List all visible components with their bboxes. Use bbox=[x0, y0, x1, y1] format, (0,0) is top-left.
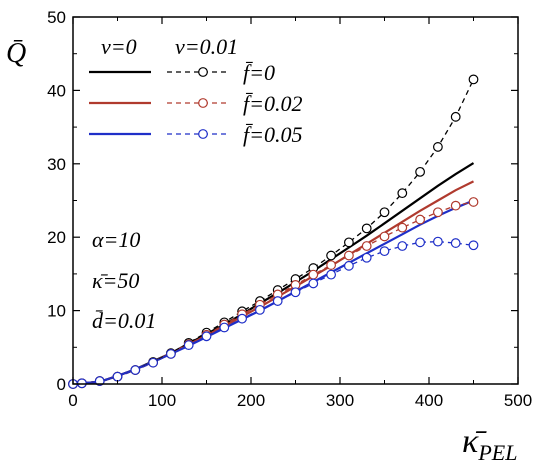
x-tick-label: 200 bbox=[237, 391, 265, 410]
y-tick-label: 10 bbox=[47, 302, 66, 321]
data-point-series-6 bbox=[165, 349, 176, 359]
axis-layer: 0 100 200 300 400 500 0 10 20 30 40 50 bbox=[47, 8, 532, 410]
legend-header-solid: ν=0 bbox=[101, 34, 137, 59]
data-point-series-6 bbox=[290, 287, 301, 298]
data-point-series-4 bbox=[344, 237, 354, 248]
x-tick-label: 400 bbox=[415, 391, 443, 410]
annotation-d: d̄=0.01 bbox=[92, 308, 156, 333]
y-tick-label: 0 bbox=[57, 375, 66, 394]
x-axis-label: κ̄PEL bbox=[462, 423, 517, 465]
data-point-series-4 bbox=[433, 142, 443, 152]
data-point-series-5 bbox=[326, 260, 337, 270]
x-tick-label: 300 bbox=[326, 391, 354, 410]
data-point-series-6 bbox=[433, 236, 443, 247]
x-tick-label: 100 bbox=[148, 391, 176, 410]
data-point-series-6 bbox=[237, 313, 248, 324]
data-point-series-6 bbox=[94, 376, 105, 386]
annotation-kappa: κ̄=50 bbox=[92, 268, 139, 293]
legend-rows: f̄=0 f̄=0.02 f̄=0.05 bbox=[89, 60, 302, 147]
y-tick-label: 50 bbox=[47, 8, 66, 27]
data-point-series-6 bbox=[112, 371, 123, 382]
data-point-series-5 bbox=[468, 197, 479, 207]
data-point-series-6 bbox=[326, 269, 337, 280]
data-point-series-6 bbox=[450, 238, 461, 248]
y-tick-label: 30 bbox=[47, 155, 66, 174]
data-point-series-4 bbox=[450, 111, 461, 122]
data-point-series-6 bbox=[468, 240, 479, 251]
x-tick-label: 0 bbox=[68, 391, 77, 410]
data-point-series-4 bbox=[361, 223, 372, 234]
legend-marker bbox=[198, 98, 208, 108]
data-point-series-4 bbox=[379, 207, 390, 218]
data-point-series-6 bbox=[344, 260, 354, 271]
x-axis-label-sub: PEL bbox=[477, 440, 517, 465]
data-point-series-5 bbox=[361, 241, 372, 251]
data-point-series-6 bbox=[379, 246, 390, 257]
y-tick-label: 20 bbox=[47, 228, 66, 247]
legend-marker bbox=[198, 67, 208, 77]
data-point-series-6 bbox=[130, 365, 141, 375]
data-point-series-5 bbox=[450, 200, 461, 211]
data-point-series-5 bbox=[379, 231, 390, 242]
data-point-series-6 bbox=[308, 278, 319, 289]
data-point-series-6 bbox=[148, 357, 159, 368]
data-point-series-4 bbox=[415, 166, 426, 177]
data-point-series-5 bbox=[397, 222, 408, 233]
data-point-series-6 bbox=[183, 340, 194, 350]
legend-marker bbox=[198, 129, 208, 139]
data-point-series-6 bbox=[219, 322, 230, 333]
data-point-series-4 bbox=[326, 250, 337, 261]
annotation-alpha: α=10 bbox=[92, 227, 140, 252]
data-point-series-4 bbox=[397, 188, 408, 199]
legend-label: f̄=0.05 bbox=[243, 122, 302, 147]
data-point-series-6 bbox=[415, 237, 426, 248]
data-point-series-5 bbox=[308, 269, 319, 280]
data-point-series-6 bbox=[397, 241, 408, 251]
legend-label: f̄=0.02 bbox=[243, 91, 302, 116]
legend: ν=0 ν=0.01 f̄=0 f̄=0.02 f̄=0.05 bbox=[89, 34, 302, 147]
data-point-series-6 bbox=[254, 304, 265, 315]
y-axis-label: Q̄ bbox=[6, 38, 26, 69]
data-point-series-5 bbox=[433, 207, 443, 218]
data-point-series-6 bbox=[361, 252, 372, 263]
y-tick-label: 40 bbox=[47, 81, 66, 100]
legend-label: f̄=0 bbox=[243, 60, 275, 85]
data-point-series-5 bbox=[344, 250, 354, 261]
data-point-series-4 bbox=[468, 74, 479, 85]
data-point-series-6 bbox=[201, 331, 212, 342]
x-tick-label: 500 bbox=[504, 391, 532, 410]
data-point-series-6 bbox=[272, 296, 283, 306]
data-point-series-5 bbox=[415, 214, 426, 225]
legend-header-dashed: ν=0.01 bbox=[175, 34, 238, 59]
